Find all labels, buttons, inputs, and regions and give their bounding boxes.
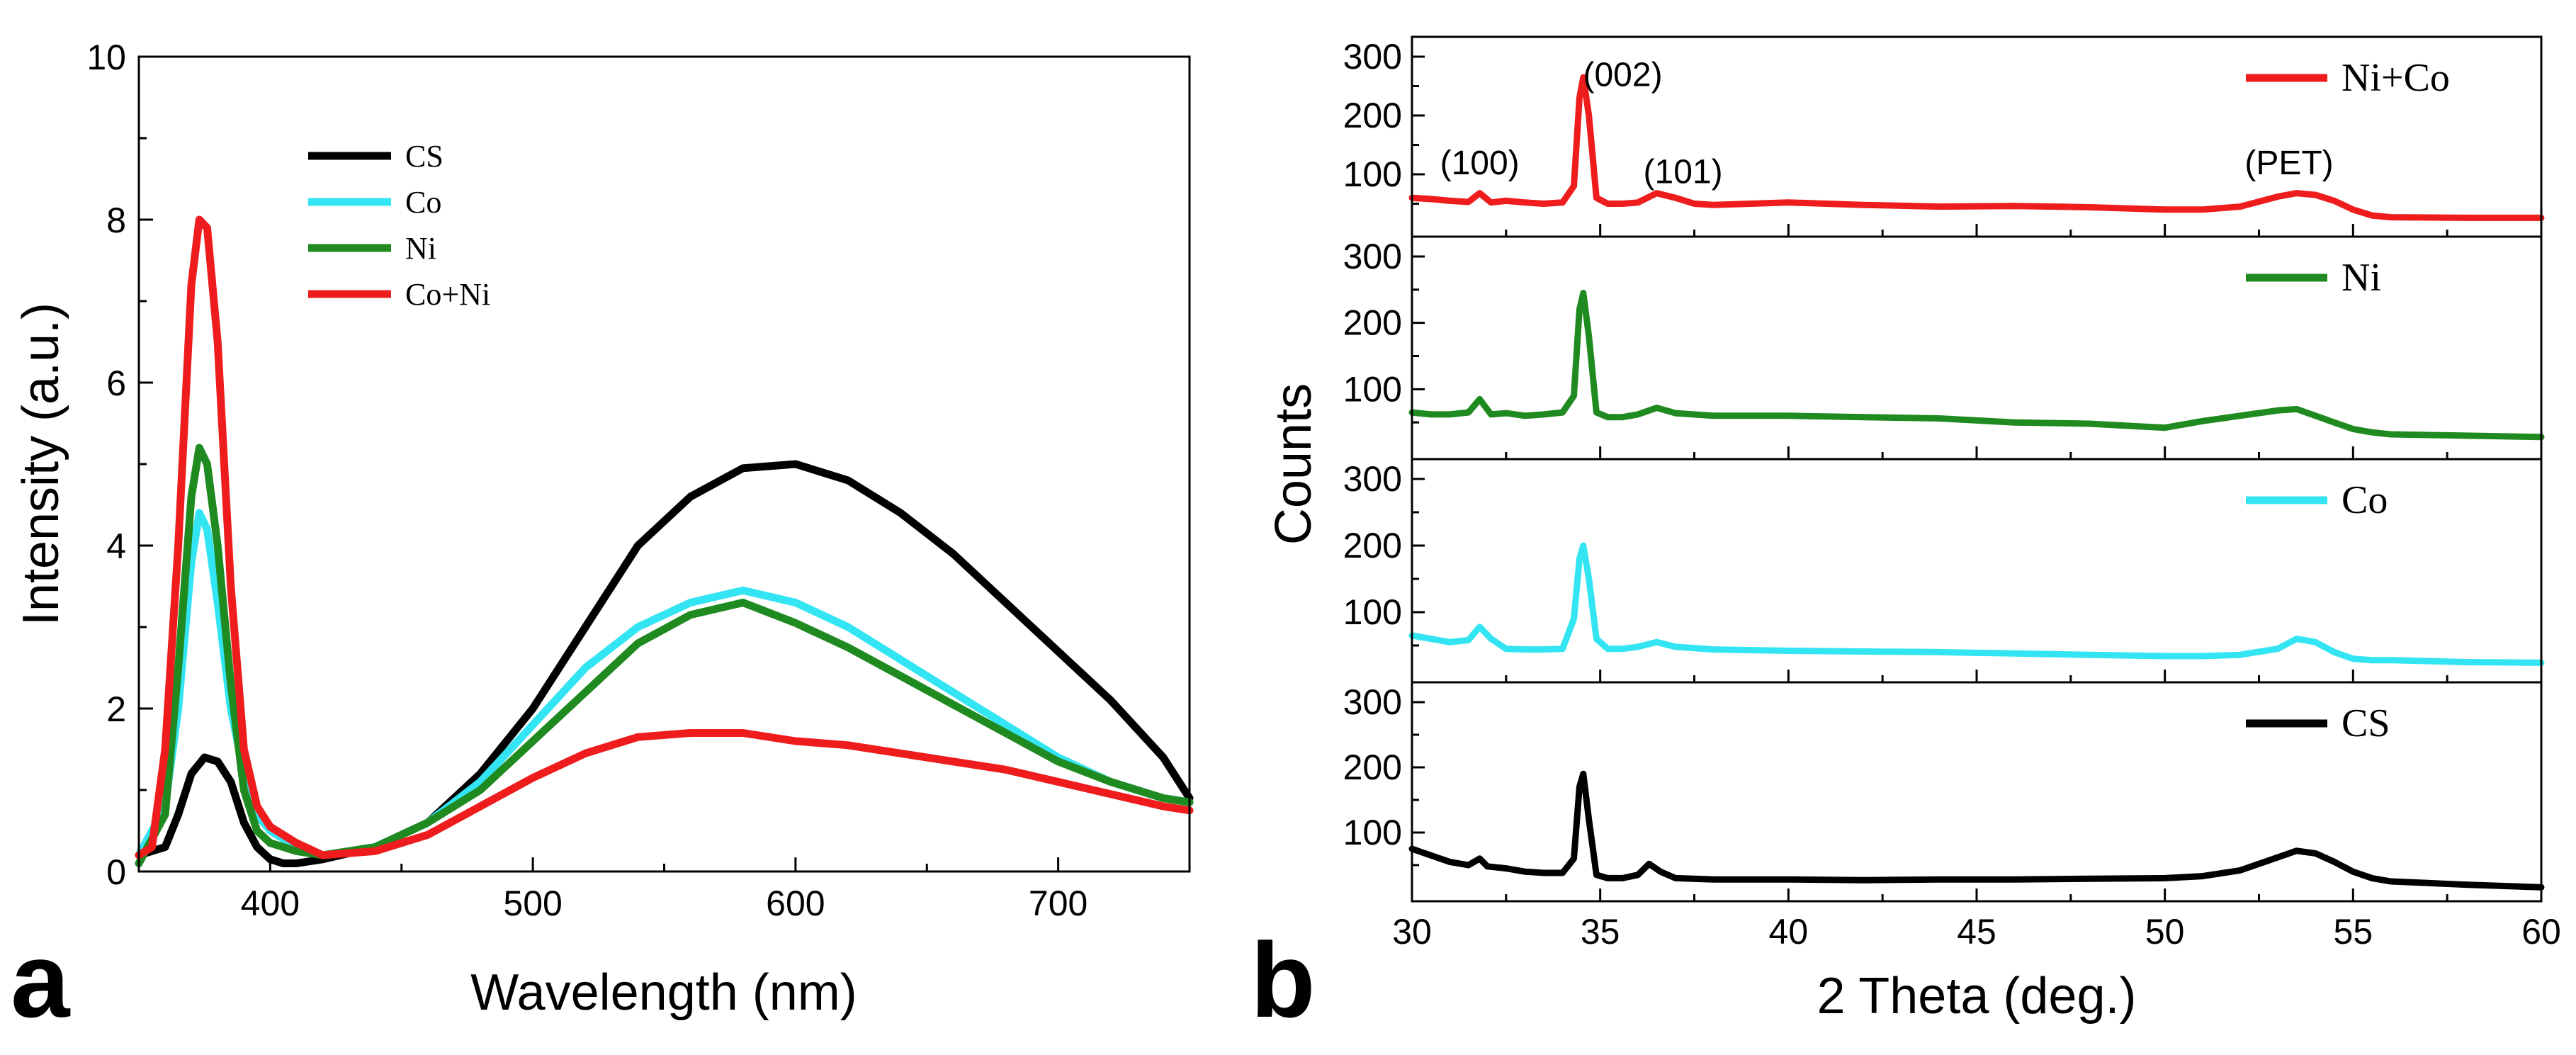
series-line-co-ni: [135, 215, 1194, 859]
y-tick-label: 8: [106, 201, 126, 240]
panel-a-label: a: [11, 920, 71, 1039]
series-line-cs: [1408, 770, 2545, 891]
legend-label-ni-co: Ni+Co: [2341, 56, 2450, 100]
series-line-co: [1408, 542, 2545, 666]
panel-a-legend: CS Co Ni Co+Ni: [308, 139, 490, 312]
peak-annotation: (002): [1583, 57, 1663, 94]
legend-label-ni: Ni: [2341, 256, 2381, 300]
x-tick-label: 600: [766, 884, 825, 923]
legend-label-ni: Ni: [405, 231, 436, 266]
y-tick-label: 0: [106, 852, 126, 892]
series-line-ni: [1408, 290, 2545, 441]
y-tick-label: 6: [106, 363, 126, 403]
panel-b: 100 200 300 Ni+Co (100) (002) (101) (PET) 100 200…: [1250, 35, 2561, 1039]
y-tick-label: 100: [1343, 154, 1402, 194]
x-tick-label: 55: [2334, 912, 2373, 952]
x-tick-label: 45: [1957, 912, 1996, 952]
subplot-ni: 100 200 300 Ni: [1343, 235, 2545, 461]
y-tick-label: 200: [1343, 303, 1402, 343]
x-tick-label: 60: [2521, 912, 2561, 952]
y-tick-label: 300: [1343, 682, 1402, 722]
series-line-ni: [135, 444, 1194, 867]
y-tick-label: 200: [1343, 526, 1402, 565]
peak-annotation: (PET): [2244, 145, 2333, 182]
y-tick-label: 10: [86, 38, 126, 77]
peak-annotation: (101): [1644, 153, 1723, 191]
x-tick-label: 400: [241, 884, 300, 923]
series-line-cs: [135, 460, 1194, 867]
y-tick-label: 200: [1343, 96, 1402, 135]
x-tick-label: 35: [1581, 912, 1620, 952]
x-tick-label: 700: [1029, 884, 1088, 923]
y-tick-label: 100: [1343, 592, 1402, 632]
y-tick-label: 4: [106, 526, 126, 566]
panel-b-label: b: [1250, 920, 1316, 1039]
legend-label-cs: CS: [2341, 701, 2390, 745]
x-tick-label: 30: [1392, 912, 1432, 952]
x-tick-label: 500: [503, 884, 562, 923]
legend-label-co: Co: [405, 185, 441, 220]
legend-label-co-ni: Co+Ni: [405, 277, 490, 312]
subplot-cs: 100 200 300 CS: [1343, 681, 2545, 903]
y-tick-label: 300: [1343, 37, 1402, 77]
y-tick-label: 200: [1343, 747, 1402, 787]
y-tick-label: 300: [1343, 459, 1402, 499]
series-line-ni-co: [1408, 74, 2545, 221]
x-tick-label: 40: [1769, 912, 1809, 952]
panel-a-ylabel: Intensity (a.u.): [13, 303, 69, 626]
panel-b-xlabel: 2 Theta (deg.): [1817, 968, 2137, 1025]
panel-a-xlabel: Wavelength (nm): [470, 964, 857, 1021]
subplot-ni-co: 100 200 300 Ni+Co (100) (002) (101) (PET): [1343, 35, 2545, 238]
peak-annotation: (100): [1440, 145, 1520, 182]
panel-a: 400 500 600 700 0 2 4 6 8 10 CS Co Ni Co+Ni Waveleng…: [11, 38, 1194, 1039]
x-tick-label: 50: [2145, 912, 2185, 952]
y-tick-label: 100: [1343, 813, 1402, 852]
y-tick-label: 2: [106, 689, 126, 729]
subplot-co: 100 200 300 Co: [1343, 458, 2545, 684]
y-tick-label: 100: [1343, 369, 1402, 409]
legend-label-co: Co: [2341, 478, 2388, 522]
panel-b-ylabel: Counts: [1265, 383, 1322, 545]
series-line-co: [135, 509, 1194, 859]
legend-label-cs: CS: [405, 139, 444, 174]
y-tick-label: 300: [1343, 237, 1402, 276]
